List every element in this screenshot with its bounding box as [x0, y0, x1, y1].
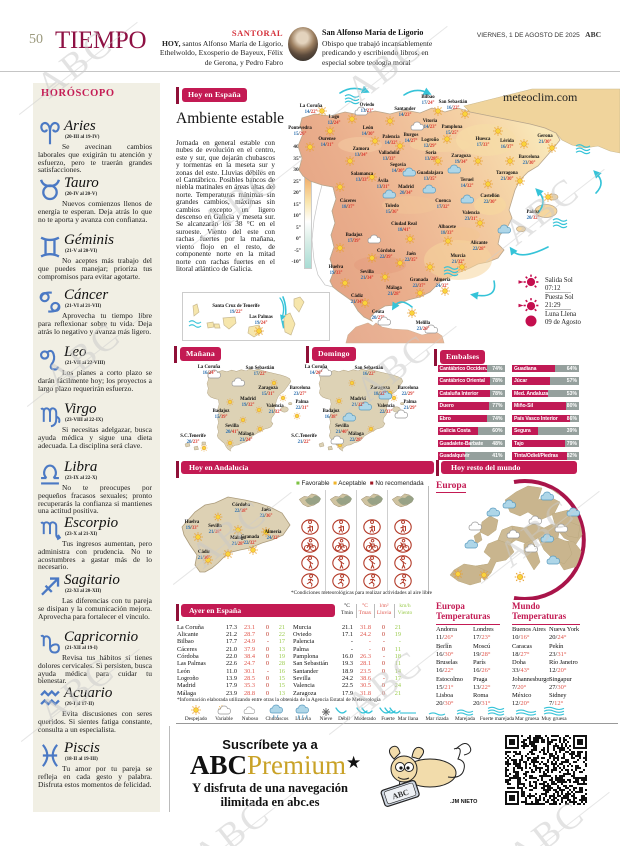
- svg-text:.JM NIETO: .JM NIETO: [450, 799, 478, 805]
